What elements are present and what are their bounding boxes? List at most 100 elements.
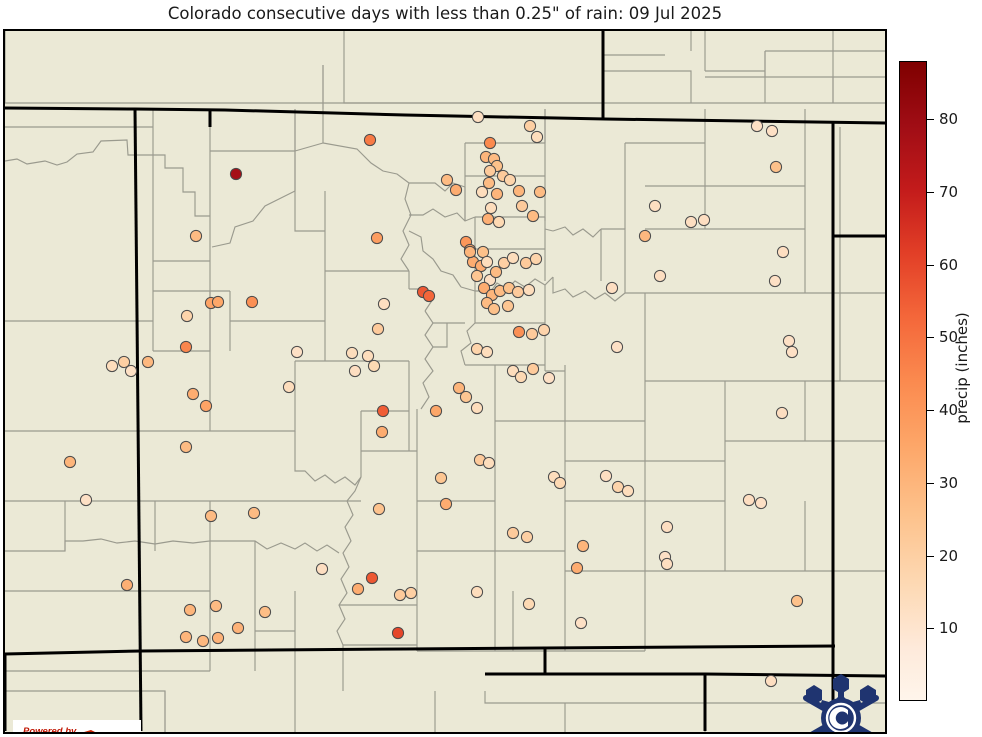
station-marker[interactable] — [742, 493, 756, 507]
station-marker[interactable] — [63, 455, 77, 469]
station-marker[interactable] — [282, 380, 296, 394]
station-marker[interactable] — [204, 509, 218, 523]
station-marker[interactable] — [483, 273, 497, 287]
station-marker[interactable] — [393, 588, 407, 602]
station-marker[interactable] — [660, 557, 674, 571]
colorbar[interactable]: 10 20 30 40 50 60 70 80 — [899, 61, 958, 701]
station-marker[interactable] — [483, 136, 497, 150]
station-marker[interactable] — [470, 269, 484, 283]
station-marker[interactable] — [315, 562, 329, 576]
station-marker[interactable] — [439, 497, 453, 511]
station-marker[interactable] — [211, 631, 225, 645]
station-marker[interactable] — [530, 130, 544, 144]
station-marker[interactable] — [523, 119, 537, 133]
station-marker[interactable] — [105, 359, 119, 373]
station-marker[interactable] — [363, 133, 377, 147]
station-marker[interactable] — [776, 245, 790, 259]
station-marker[interactable] — [599, 469, 613, 483]
station-marker[interactable] — [511, 285, 525, 299]
station-marker[interactable] — [576, 539, 590, 553]
station-marker[interactable] — [765, 124, 779, 138]
station-marker[interactable] — [124, 364, 138, 378]
station-marker[interactable] — [370, 231, 384, 245]
station-marker[interactable] — [471, 110, 485, 124]
station-marker[interactable] — [605, 281, 619, 295]
station-marker[interactable] — [391, 626, 405, 640]
station-marker[interactable] — [506, 364, 520, 378]
station-marker[interactable] — [481, 212, 495, 226]
station-marker[interactable] — [515, 199, 529, 213]
station-marker[interactable] — [361, 349, 375, 363]
station-marker[interactable] — [484, 201, 498, 215]
station-marker[interactable] — [483, 164, 497, 178]
station-marker[interactable] — [501, 299, 515, 313]
station-marker[interactable] — [180, 309, 194, 323]
station-marker[interactable] — [470, 585, 484, 599]
station-marker[interactable] — [570, 561, 584, 575]
station-marker[interactable] — [371, 322, 385, 336]
station-marker[interactable] — [231, 621, 245, 635]
station-marker[interactable] — [475, 185, 489, 199]
station-marker[interactable] — [522, 283, 536, 297]
station-marker[interactable] — [440, 173, 454, 187]
station-marker[interactable] — [660, 520, 674, 534]
station-marker[interactable] — [514, 370, 528, 384]
station-marker[interactable] — [785, 345, 799, 359]
station-marker[interactable] — [117, 355, 131, 369]
station-marker[interactable] — [638, 229, 652, 243]
station-marker[interactable] — [621, 484, 635, 498]
station-marker[interactable] — [529, 252, 543, 266]
station-marker[interactable] — [196, 634, 210, 648]
station-marker[interactable] — [764, 674, 778, 688]
station-marker[interactable] — [775, 406, 789, 420]
station-marker[interactable] — [365, 571, 379, 585]
station-marker[interactable] — [492, 215, 506, 229]
station-marker[interactable] — [372, 502, 386, 516]
station-marker[interactable] — [209, 599, 223, 613]
station-marker[interactable] — [179, 630, 193, 644]
station-marker[interactable] — [434, 471, 448, 485]
station-marker[interactable] — [141, 355, 155, 369]
station-marker[interactable] — [526, 362, 540, 376]
station-marker[interactable] — [537, 323, 551, 337]
station-marker[interactable] — [229, 167, 243, 181]
station-marker[interactable] — [506, 526, 520, 540]
station-marker[interactable] — [179, 340, 193, 354]
station-marker[interactable] — [179, 440, 193, 454]
station-marker[interactable] — [782, 334, 796, 348]
station-marker[interactable] — [186, 387, 200, 401]
station-marker[interactable] — [750, 119, 764, 133]
station-marker[interactable] — [697, 213, 711, 227]
station-marker[interactable] — [477, 281, 491, 295]
station-marker[interactable] — [367, 359, 381, 373]
station-marker[interactable] — [512, 184, 526, 198]
station-marker[interactable] — [247, 506, 261, 520]
station-marker[interactable] — [487, 302, 501, 316]
station-marker[interactable] — [375, 425, 389, 439]
station-marker[interactable] — [482, 176, 496, 190]
station-marker[interactable] — [470, 401, 484, 415]
station-marker[interactable] — [459, 390, 473, 404]
station-marker[interactable] — [449, 183, 463, 197]
map-panel[interactable]: Powered by ACIS Regional Climate Centers — [3, 29, 887, 734]
station-marker[interactable] — [648, 199, 662, 213]
station-marker[interactable] — [520, 530, 534, 544]
station-marker[interactable] — [120, 578, 134, 592]
station-marker[interactable] — [768, 274, 782, 288]
station-marker[interactable] — [429, 404, 443, 418]
station-marker[interactable] — [199, 399, 213, 413]
station-marker[interactable] — [489, 265, 503, 279]
station-marker[interactable] — [404, 586, 418, 600]
station-marker[interactable] — [258, 605, 272, 619]
station-marker[interactable] — [351, 582, 365, 596]
station-marker[interactable] — [506, 251, 520, 265]
station-marker[interactable] — [480, 255, 494, 269]
station-marker[interactable] — [480, 345, 494, 359]
station-marker[interactable] — [452, 381, 466, 395]
station-marker[interactable] — [290, 345, 304, 359]
station-marker[interactable] — [526, 209, 540, 223]
station-marker[interactable] — [754, 496, 768, 510]
station-marker[interactable] — [503, 173, 517, 187]
station-marker[interactable] — [211, 295, 225, 309]
station-marker[interactable] — [512, 325, 526, 339]
